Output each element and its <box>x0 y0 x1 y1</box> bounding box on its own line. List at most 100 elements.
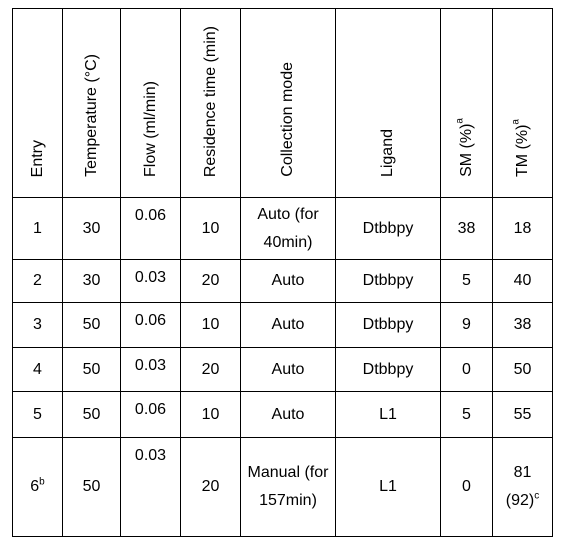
cell-text: Auto (for 40min) <box>257 205 319 251</box>
header-cell: SM (%)a <box>440 8 493 198</box>
header-text: Residence time (min) <box>201 25 219 177</box>
table-cell: 6b <box>12 437 63 537</box>
table-row: 6b 50 0.03 20 Manual (for 157min) L1 0 81 (92)c <box>12 437 553 537</box>
cell-text: 50 <box>82 316 101 333</box>
cell-text: 6 <box>30 478 40 495</box>
table-cell: 55 <box>492 391 553 438</box>
table-cell: 1 <box>12 197 63 260</box>
table-cell: 5 <box>440 391 493 438</box>
cell-text: 0.06 <box>134 312 167 329</box>
table-row: 3 50 0.06 10 Auto Dtbbpy 9 38 <box>12 302 553 348</box>
cell-text: 3 <box>33 316 42 333</box>
table-cell: 50 <box>492 347 553 392</box>
table-cell: 50 <box>62 437 121 537</box>
table-cell: L1 <box>335 391 441 438</box>
cell-text: Dtbbpy <box>362 316 414 333</box>
cell-text: 38 <box>513 316 532 333</box>
table-cell: 0 <box>440 437 493 537</box>
cell-text: L1 <box>379 405 397 423</box>
table-cell: 50 <box>62 302 121 348</box>
cell-text: 9 <box>462 316 471 333</box>
table-cell: 0.03 <box>120 347 181 392</box>
cell-text: 0 <box>462 360 471 378</box>
cell-text: 30 <box>82 219 101 237</box>
cell-text: Manual (for 157min) <box>247 464 329 509</box>
cell-text: L1 <box>379 478 397 495</box>
table-cell: L1 <box>335 437 441 537</box>
header-text: Entry <box>28 139 46 177</box>
footnote-mark: a <box>510 119 522 125</box>
cell-text: Dtbbpy <box>362 219 414 237</box>
header-label: Flow (ml/min) <box>141 81 161 177</box>
table-cell: Auto <box>240 391 336 438</box>
cell-text: 1 <box>33 219 42 237</box>
table-cell: 38 <box>440 197 493 260</box>
cell-text: Auto <box>271 405 305 423</box>
table-cell: 30 <box>62 259 121 303</box>
table-cell: 2 <box>12 259 63 303</box>
table-cell: 30 <box>62 197 121 260</box>
table-row: 5 50 0.06 10 Auto L1 5 55 <box>12 391 553 438</box>
table-cell: Dtbbpy <box>335 259 441 303</box>
table-cell: 0.06 <box>120 391 181 438</box>
cell-text: 0.03 <box>134 269 167 286</box>
cell-text: 0.03 <box>134 357 167 374</box>
table-cell: 5 <box>440 259 493 303</box>
table-row: 1 30 0.06 10 Auto (for 40min) Dtbbpy 38 18 <box>12 197 553 260</box>
header-label: SM (%)a <box>454 118 477 177</box>
header-label: Temperature (°C) <box>82 54 102 177</box>
cell-text: 10 <box>201 219 220 237</box>
table-cell: Auto <box>240 302 336 348</box>
table-cell: 0 <box>440 347 493 392</box>
cell-text: 0.06 <box>134 207 167 224</box>
cell-text: 5 <box>33 405 42 423</box>
table-cell: 4 <box>12 347 63 392</box>
header-label: Residence time (min) <box>201 26 221 177</box>
cell-text: 50 <box>82 360 101 378</box>
header-label: Entry <box>28 140 48 177</box>
header-cell: Flow (ml/min) <box>120 8 181 198</box>
table-cell: 5 <box>12 391 63 438</box>
cell-text: 81 (92) <box>505 464 535 509</box>
cell-text: Auto <box>271 316 305 333</box>
header-label: TM (%)a <box>510 119 533 177</box>
table-cell: 50 <box>62 347 121 392</box>
header-cell: Residence time (min) <box>180 8 241 198</box>
table-cell: 20 <box>180 347 241 392</box>
header-cell: Entry <box>12 8 63 198</box>
cell-text: 30 <box>82 272 101 289</box>
table-cell: 50 <box>62 391 121 438</box>
footnote-mark: a <box>454 118 466 124</box>
cell-text: Auto <box>271 360 305 378</box>
table-cell: 81 (92)c <box>492 437 553 537</box>
table-cell: 20 <box>180 437 241 537</box>
cell-text: 2 <box>33 272 42 289</box>
table-cell: 0.06 <box>120 197 181 260</box>
header-text: Flow (ml/min) <box>141 81 159 177</box>
table-cell: Manual (for 157min) <box>240 437 336 537</box>
cell-text: Dtbbpy <box>362 272 414 289</box>
cell-text: 5 <box>462 405 471 423</box>
footnote-mark: c <box>534 490 540 502</box>
table-cell: 20 <box>180 259 241 303</box>
cell-text: 0.06 <box>134 401 167 418</box>
header-row: Entry Temperature (°C) Flow (ml/min) Reside… <box>12 8 553 198</box>
table-body: 1 30 0.06 10 Auto (for 40min) Dtbbpy 38 18 2 30 0.… <box>12 197 553 537</box>
cell-text: 18 <box>513 219 532 237</box>
header-text: Ligand <box>379 128 396 177</box>
cell-text: 0 <box>462 478 471 495</box>
cell-text: Dtbbpy <box>362 360 414 378</box>
header-cell: TM (%)a <box>492 8 553 198</box>
table-cell: 10 <box>180 302 241 348</box>
table-row: 2 30 0.03 20 Auto Dtbbpy 5 40 <box>12 259 553 303</box>
table-row: 4 50 0.03 20 Auto Dtbbpy 0 50 <box>12 347 553 392</box>
table-cell: 0.06 <box>120 302 181 348</box>
table-cell: 40 <box>492 259 553 303</box>
cell-text: 55 <box>513 405 532 423</box>
header-text: Temperature (°C) <box>82 54 100 177</box>
cell-text: 10 <box>201 405 220 423</box>
cell-text: 50 <box>82 478 101 495</box>
cell-text: 50 <box>82 405 101 423</box>
table-cell: Auto <box>240 347 336 392</box>
